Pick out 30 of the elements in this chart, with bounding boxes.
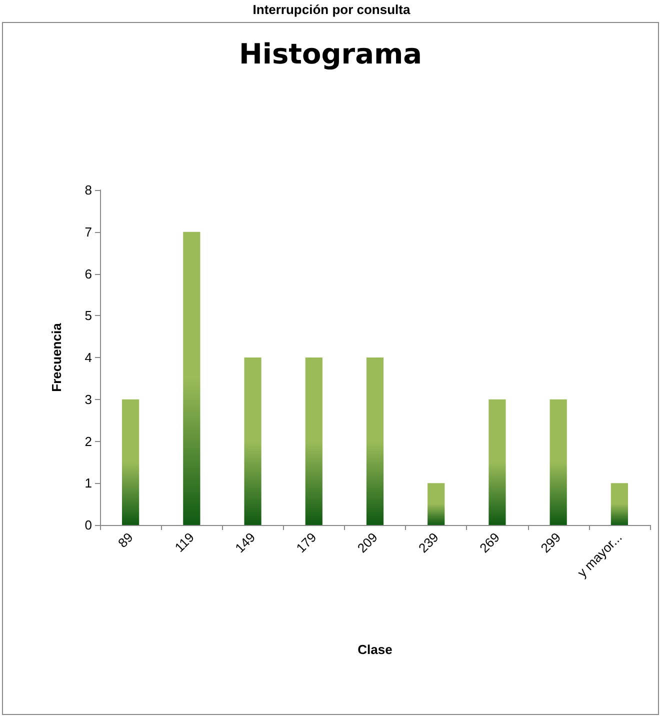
chart-title: Interrupción por consulta — [252, 2, 412, 17]
bar — [183, 232, 200, 525]
y-tick-label: 1 — [84, 476, 92, 491]
bar — [488, 399, 506, 525]
y-tick-label: 7 — [84, 224, 92, 240]
x-tick-label: 119 — [172, 530, 197, 555]
y-tick-label: 3 — [84, 392, 92, 407]
x-tick-label: 269 — [476, 530, 503, 556]
x-tick-label: 149 — [232, 530, 258, 556]
y-tick-label: 5 — [84, 308, 92, 324]
bar — [610, 483, 628, 525]
bar — [428, 483, 445, 525]
chart-subtitle: Histograma — [238, 38, 422, 70]
x-tick-label: 209 — [354, 530, 380, 556]
bar — [550, 399, 567, 525]
y-tick-label: 6 — [84, 266, 92, 282]
x-tick-label: 239 — [415, 530, 442, 556]
x-tick-label: 299 — [538, 530, 564, 556]
bar — [305, 358, 322, 525]
y-tick-label: 8 — [84, 182, 92, 198]
x-tick-label: 179 — [293, 530, 320, 556]
bar — [122, 399, 140, 525]
x-tick-label: 89 — [115, 530, 136, 551]
x-axis-title: Clase — [358, 642, 392, 657]
y-tick-label: 0 — [84, 518, 92, 532]
y-tick-label: 4 — [84, 350, 92, 365]
y-axis-title: Frecuencia — [49, 322, 64, 392]
bar — [244, 358, 262, 525]
y-tick-label: 2 — [84, 434, 92, 449]
bar — [366, 358, 384, 525]
